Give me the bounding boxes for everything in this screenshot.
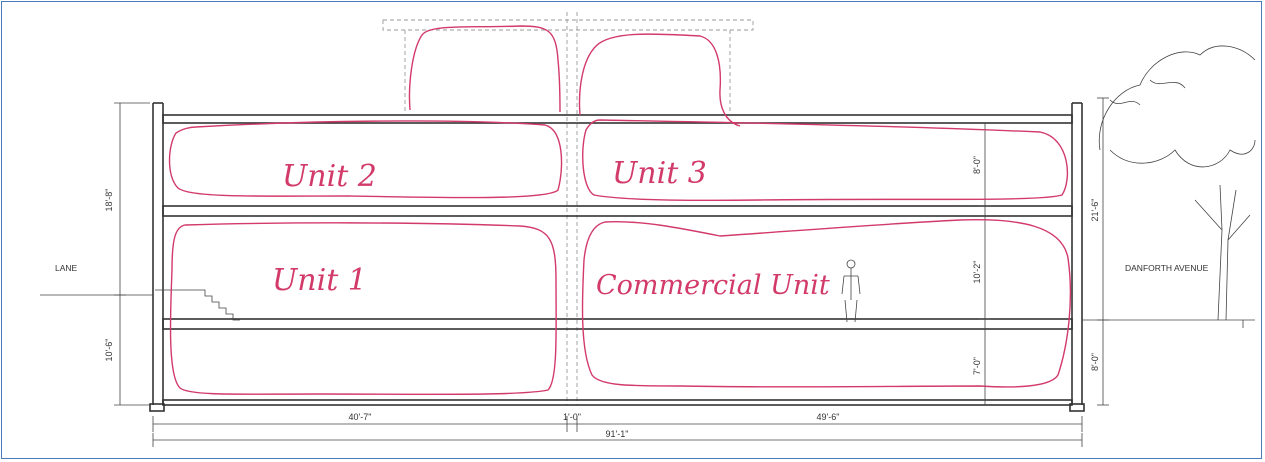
- markup-unit-1: [169, 222, 557, 396]
- building-section: [149, 102, 1085, 412]
- left-dimensions: 18'-8" 10'-6": [104, 102, 150, 406]
- right-dimensions: 21'-6" 8'-0": [1090, 97, 1109, 406]
- dim-left-upper: 18'-8": [104, 189, 114, 212]
- dim-bottom-left: 40'-7": [349, 412, 372, 422]
- dim-inner-top: 8'-0": [972, 156, 982, 174]
- commercial-unit-label: Commercial Unit: [596, 270, 830, 301]
- dim-bottom-gap: 1'-0": [563, 412, 581, 422]
- unit-1-label: Unit 1: [272, 263, 367, 298]
- bottom-dimensions: 40'-7" 1'-0" 49'-6" 91'-1": [152, 412, 1083, 447]
- dim-bottom-right: 49'-6": [817, 412, 840, 422]
- dim-right-total: 21'-6": [1090, 199, 1100, 222]
- dim-inner-bottom: 7'-0": [972, 357, 982, 375]
- markup-commercial: [581, 219, 1072, 388]
- markup-rooftop-left: [408, 25, 561, 113]
- dim-inner-mid: 10'-2": [972, 261, 982, 284]
- dim-right-basement: 8'-0": [1090, 353, 1100, 371]
- markup-unit-3: [582, 119, 1069, 202]
- rooftop-addition: [382, 12, 754, 405]
- markup-outlines: [168, 25, 1072, 396]
- unit-3-label: Unit 3: [612, 156, 707, 191]
- tree-icon: [1098, 45, 1256, 321]
- dim-left-lower: 10'-6": [104, 339, 114, 362]
- inner-dimensions: 8'-0" 10'-2" 7'-0": [972, 123, 991, 405]
- markup-unit-2: [168, 120, 563, 199]
- street-label: DANFORTH AVENUE: [1125, 263, 1209, 273]
- lane-label: LANE: [55, 263, 78, 273]
- markup-rooftop-right: [578, 33, 741, 127]
- unit-2-label: Unit 2: [282, 159, 377, 194]
- dim-bottom-total: 91'-1": [606, 429, 629, 439]
- person-icon: [841, 259, 861, 323]
